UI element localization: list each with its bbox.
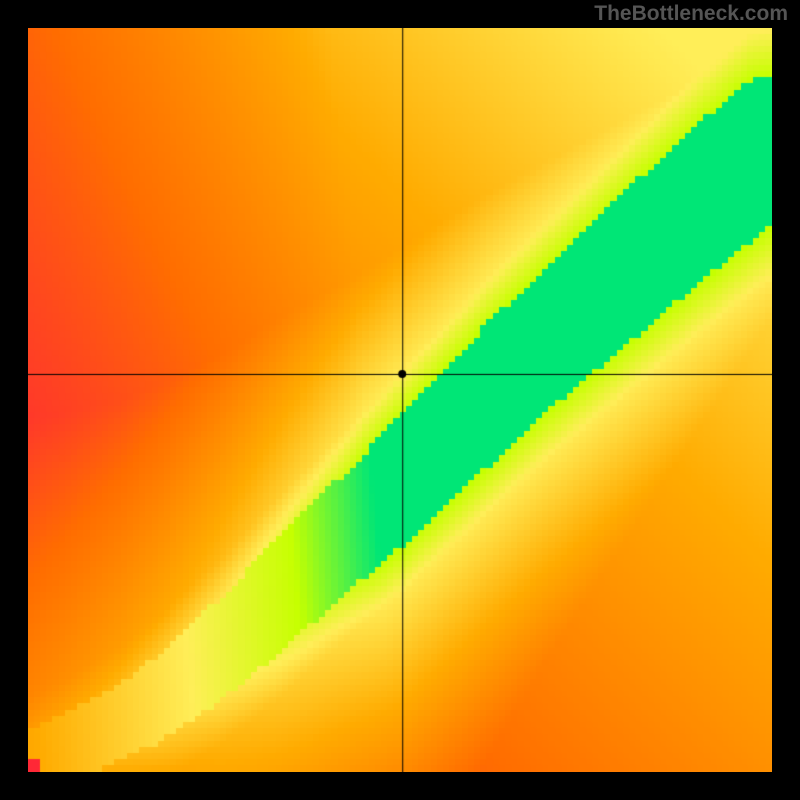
plot-area [28,28,772,772]
chart-container: TheBottleneck.com [0,0,800,800]
heatmap-canvas [28,28,772,772]
watermark-text: TheBottleneck.com [594,2,788,26]
